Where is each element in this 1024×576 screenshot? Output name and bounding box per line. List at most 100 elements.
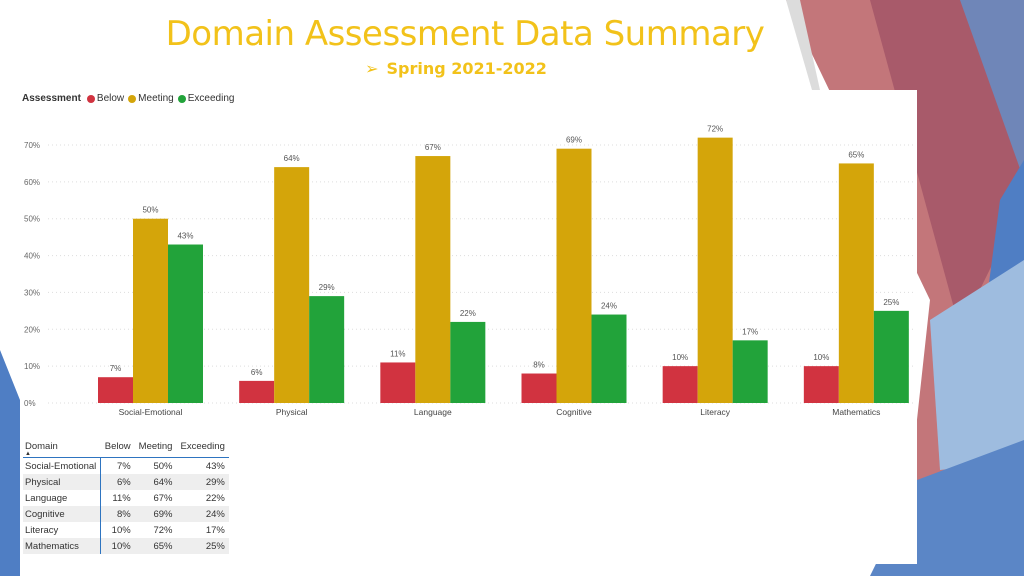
cell-meeting: 67% <box>153 492 173 504</box>
cell-domain: Mathematics <box>23 538 102 554</box>
cell-meeting: 65% <box>134 538 177 554</box>
data-label: 6% <box>251 368 263 377</box>
bar-meeting <box>274 167 310 403</box>
cell-domain: Literacy <box>23 522 102 538</box>
cell-below: 8% <box>100 506 135 522</box>
legend-item-exceeding[interactable]: Exceeding <box>177 93 235 104</box>
data-label: 65% <box>848 150 864 159</box>
bar-meeting <box>415 156 451 403</box>
y-tick-label: 0% <box>24 399 36 408</box>
data-label: 43% <box>177 232 193 241</box>
x-tick-label: Physical <box>276 407 308 417</box>
bar-below <box>662 366 698 403</box>
data-label: 29% <box>319 283 335 292</box>
table-row[interactable]: Literacy 10% 72% 17% <box>23 522 229 538</box>
x-tick-label: Social-Emotional <box>119 407 183 417</box>
report-panel: Assessment Below Meeting Exceeding 0% 10%… <box>20 90 917 564</box>
table-header-row: Domain ▲ Below Meeting Exceeding <box>23 440 229 458</box>
x-tick-label: Language <box>414 407 452 417</box>
table-row[interactable]: Language 11% 67% 22% <box>23 490 229 506</box>
bar-meeting <box>133 218 168 403</box>
data-label: 10% <box>813 353 829 362</box>
page-subtitle: ➢ Spring 2021-2022 <box>0 59 912 78</box>
chart-legend: Assessment Below Meeting Exceeding <box>22 93 238 104</box>
sort-ascending-icon[interactable]: ▲ <box>25 451 31 457</box>
subtitle-text: Spring 2021-2022 <box>386 59 547 78</box>
x-tick-label: Mathematics <box>832 407 880 417</box>
cell-domain: Social-Emotional <box>23 457 102 474</box>
table-row[interactable]: Social-Emotional 7% 50% 43% <box>23 457 229 474</box>
bar-meeting <box>556 148 592 403</box>
cell-exceeding: 22% <box>205 492 225 504</box>
legend-dot-icon <box>128 94 137 103</box>
bar-exceeding <box>309 296 345 403</box>
cell-below: 10% <box>100 538 135 554</box>
cell-meeting: 72% <box>153 524 173 536</box>
y-tick-label: 10% <box>24 362 40 371</box>
table-row[interactable]: Mathematics 10% 65% 25% <box>23 538 229 554</box>
column-header-exceeding[interactable]: Exceeding <box>176 440 229 458</box>
data-label: 72% <box>707 125 723 134</box>
arrow-bullet-icon: ➢ <box>365 59 379 78</box>
cell-meeting: 50% <box>153 460 173 472</box>
data-label: 11% <box>390 349 405 358</box>
column-header-domain[interactable]: Domain ▲ <box>23 440 101 458</box>
cell-exceeding: 43% <box>205 460 225 472</box>
bar-below <box>98 377 133 403</box>
bar-exceeding <box>873 310 909 403</box>
legend-dot-icon <box>86 94 95 103</box>
data-label: 69% <box>566 136 582 145</box>
cell-below: 7% <box>116 460 131 472</box>
bar-meeting <box>838 163 874 403</box>
column-header-below[interactable]: Below <box>100 440 135 458</box>
legend-item-meeting[interactable]: Meeting <box>128 93 174 104</box>
bar-meeting <box>697 137 733 403</box>
cell-exceeding: 25% <box>176 538 229 554</box>
cell-below: 6% <box>100 474 135 490</box>
x-tick-label: Cognitive <box>556 407 592 417</box>
data-label: 22% <box>460 309 476 318</box>
y-tick-label: 20% <box>24 325 40 334</box>
cell-domain: Cognitive <box>23 506 102 522</box>
bar-below <box>521 373 557 403</box>
data-label: 67% <box>425 143 441 152</box>
data-label: 7% <box>110 364 122 373</box>
cell-exceeding: 29% <box>176 474 229 490</box>
bar-below <box>380 362 416 403</box>
data-label: 8% <box>533 361 545 370</box>
data-label: 10% <box>672 353 688 362</box>
cell-domain: Language <box>23 490 102 506</box>
y-tick-label: 40% <box>24 252 40 261</box>
bar-chart: 0% 10% 20% 30% 40% 50% 60% 70% 7% 50% 43% Social-Em… <box>24 125 915 417</box>
cell-exceeding: 17% <box>205 524 225 536</box>
bar-exceeding <box>732 340 768 403</box>
y-tick-label: 70% <box>24 141 40 150</box>
x-tick-label: Literacy <box>700 407 731 417</box>
data-table: Domain ▲ Below Meeting Exceeding Social-E… <box>23 440 229 554</box>
bar-below <box>239 380 275 403</box>
table-row[interactable]: Cognitive 8% 69% 24% <box>23 506 229 522</box>
bar-exceeding <box>450 321 486 403</box>
y-tick-label: 60% <box>24 178 40 187</box>
legend-item-below[interactable]: Below <box>86 93 124 104</box>
legend-label: Exceeding <box>187 93 235 104</box>
cell-below: 10% <box>111 524 131 536</box>
bar-below <box>803 366 839 403</box>
legend-title: Assessment <box>22 93 81 104</box>
cell-below: 11% <box>112 492 131 504</box>
legend-dot-icon <box>177 94 186 103</box>
data-label: 50% <box>142 206 158 215</box>
y-tick-label: 30% <box>24 288 40 297</box>
data-label: 17% <box>742 327 758 336</box>
cell-exceeding: 24% <box>176 506 229 522</box>
table-row[interactable]: Physical 6% 64% 29% <box>23 474 229 490</box>
column-header-meeting[interactable]: Meeting <box>134 440 177 458</box>
data-label: 64% <box>284 154 300 163</box>
cell-domain: Physical <box>23 474 102 490</box>
cell-meeting: 69% <box>134 506 177 522</box>
y-tick-label: 50% <box>24 215 40 224</box>
cell-meeting: 64% <box>134 474 177 490</box>
bar-exceeding <box>168 244 203 403</box>
legend-label: Meeting <box>138 93 174 104</box>
